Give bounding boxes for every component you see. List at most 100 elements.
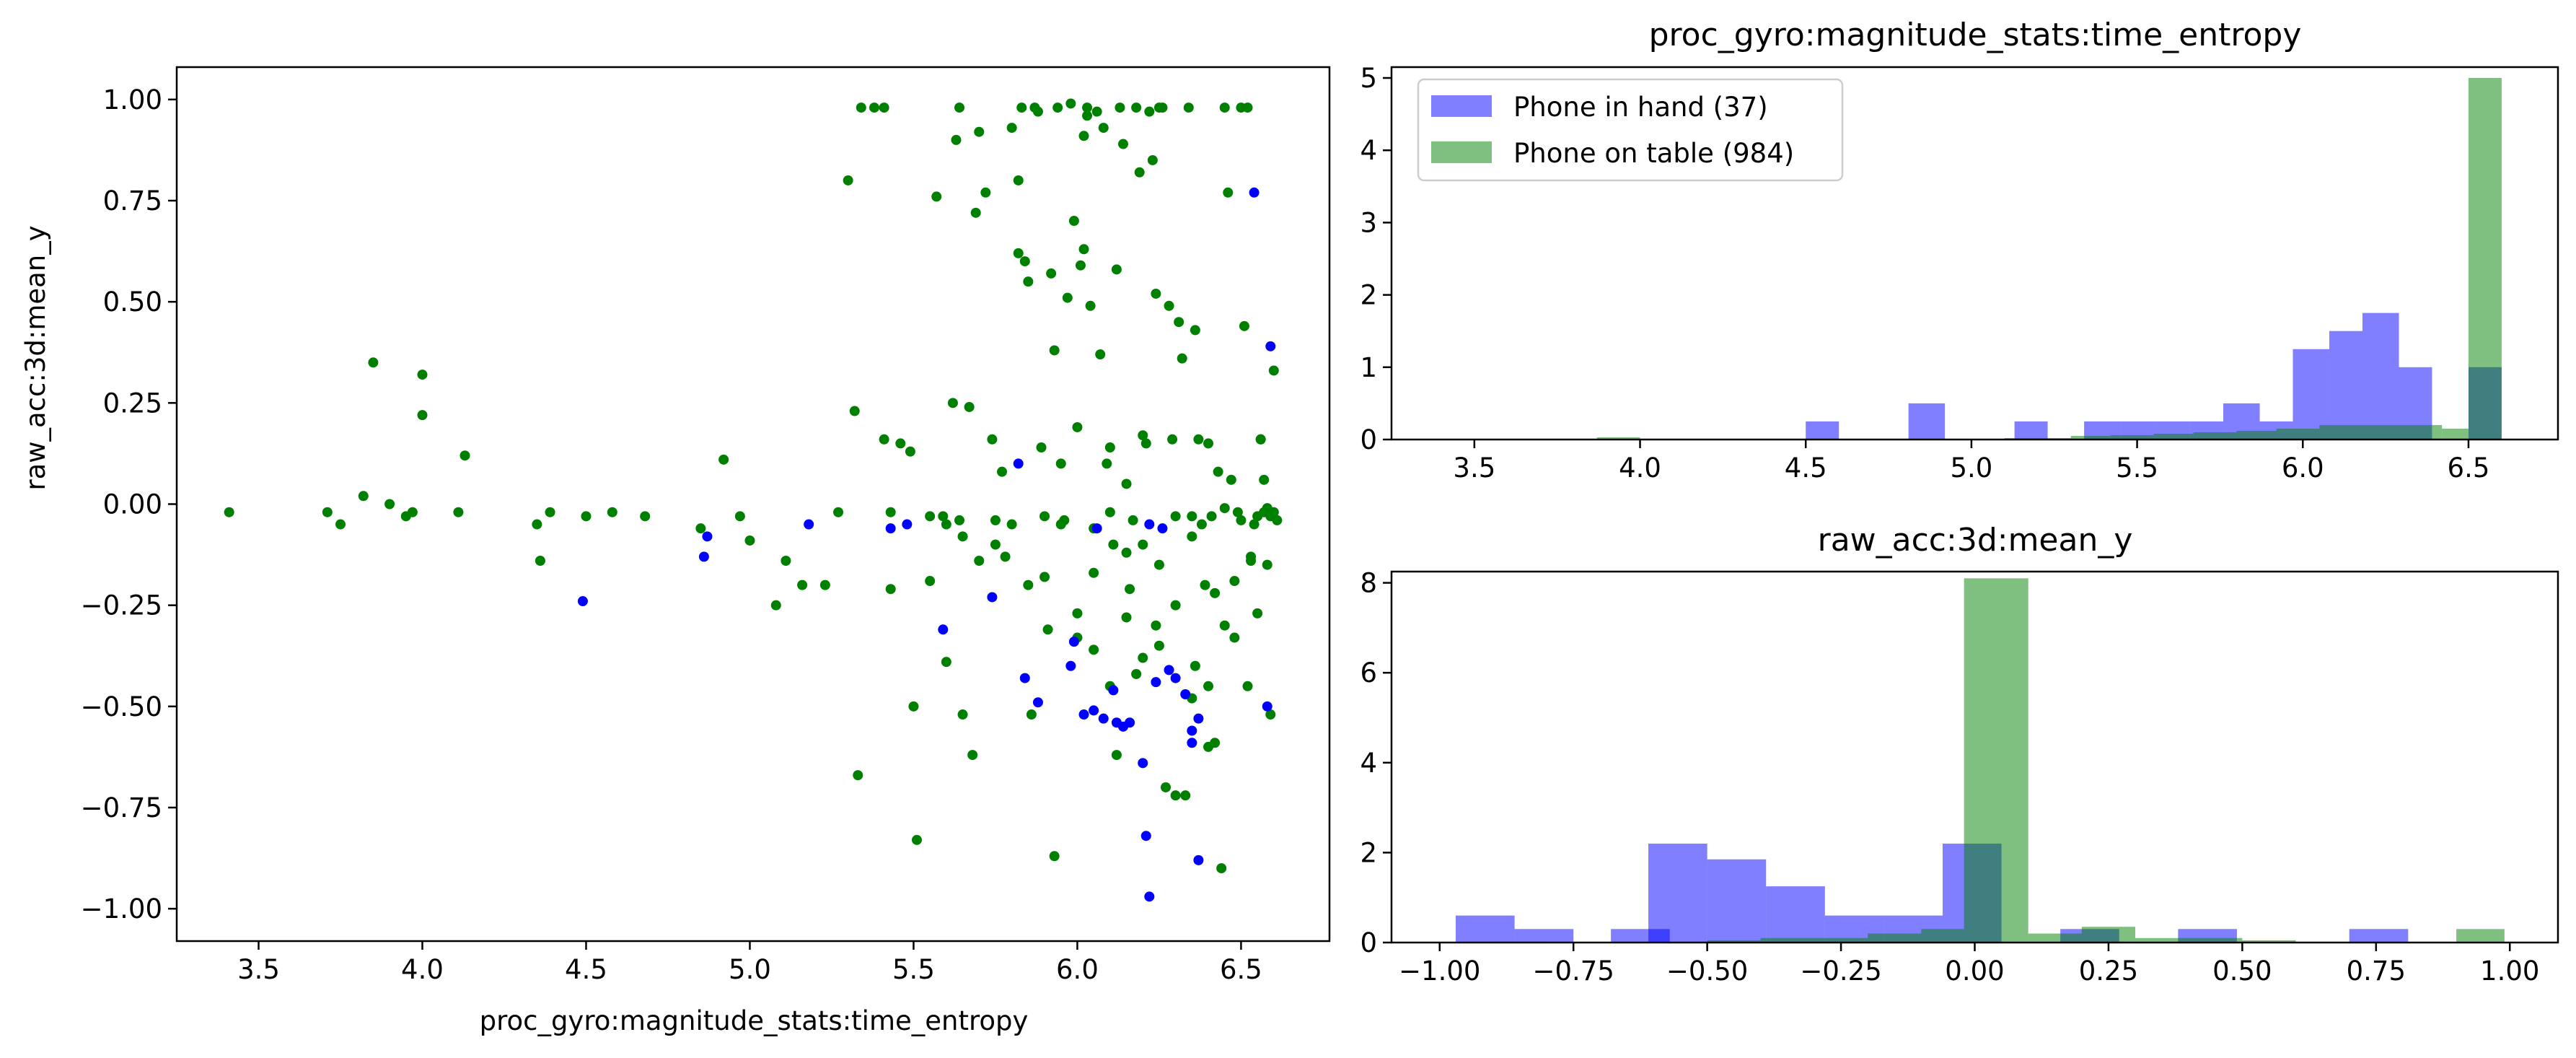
scatter-point-table [1167,434,1178,445]
scatter-point-table [1023,276,1034,287]
scatter-point-table [1131,668,1142,679]
histogram-time-entropy-bar-table [2110,434,2154,440]
histogram-mean-y-bar-hand [1456,915,1515,943]
histogram-mean-y-frame [1390,570,2559,944]
scatter-point-table [607,507,617,517]
scatter-point-table [1072,421,1083,432]
scatter-point-table [990,539,1001,550]
scatter-point-table [1206,511,1217,522]
scatter-point-table [1203,438,1214,449]
scatter-point-table [1134,167,1145,178]
scatter-x-ticks: 3.5 4.0 4.5 5.0 5.5 6.0 6.5 [237,941,1262,985]
scatter-point-hand [1249,187,1260,198]
scatter-point-table [1157,102,1168,113]
scatter-point-table [1036,442,1047,453]
scatter-point-table [1252,511,1263,522]
scatter-point-table [417,370,428,380]
scatter-point-table [1111,750,1122,761]
scatter-point-table [941,519,951,530]
scatter-point-table [1229,576,1240,587]
scatter-point-table [1239,320,1249,331]
scatter-point-hand [1108,685,1119,696]
scatter-point-table [368,357,379,368]
scatter-point-table [911,834,922,845]
scatter-point-table [1062,292,1073,303]
histogram-time-entropy-bar-table [1596,437,1640,440]
scatter-point-table [453,507,464,517]
histogram-time-entropy-y-tick-label: 3 [1360,207,1377,238]
scatter-point-table [718,454,729,465]
scatter-point-table [1265,709,1276,720]
scatter-point-table [1082,110,1093,121]
scatter-point-table [1068,216,1079,227]
histogram-time-entropy-x-tick-label: 5.5 [2116,453,2158,484]
scatter-y-tick-label: −0.75 [81,792,162,823]
scatter-point-hand [1065,660,1076,671]
scatter-point-hand [698,551,709,562]
scatter-y-tick-label: 1.00 [103,84,162,115]
scatter-point-table [535,555,545,566]
scatter-point-table [1006,519,1017,530]
scatter-point-table [1108,539,1119,550]
histogram-time-entropy-bar-table [2193,432,2237,440]
scatter-point-hand [1193,713,1204,724]
legend-label-hand: Phone in hand (37) [1513,92,1768,123]
scatter-point-table [964,401,975,412]
scatter-point-table [1164,300,1174,311]
scatter-y-tick-label: 0.75 [103,185,162,217]
scatter-point-hand [1111,717,1122,728]
scatter-x-tick-label: 4.5 [565,954,607,985]
legend: Phone in hand (37) Phone on table (984) [1417,78,1844,182]
scatter-point-table [1089,567,1099,578]
scatter-point-table [879,434,889,445]
scatter-point-table [335,519,346,530]
scatter-point-hand [1187,725,1197,736]
scatter-point-table [1196,519,1207,530]
scatter-point-table [856,102,866,113]
scatter-y-tick-label: −0.50 [81,691,162,722]
scatter-point-table [1187,531,1197,542]
scatter-point-table [987,434,998,445]
scatter-y-axis-label: raw_acc:3d:mean_y [20,225,51,490]
scatter-point-hand [1140,831,1151,841]
scatter-point-table [1153,640,1164,651]
scatter-point-hand [1078,709,1089,720]
legend-swatch-hand [1431,95,1492,117]
scatter-point-table [1232,507,1243,517]
scatter-point-table [460,450,470,461]
histogram-time-entropy-x-tick-label: 4.0 [1619,453,1661,484]
histogram-time-entropy-x-tick-label: 4.5 [1785,453,1827,484]
histogram-mean-y-bar-table [2242,940,2296,943]
legend-label-table: Phone on table (984) [1513,138,1794,169]
scatter-point-hand [1164,665,1174,676]
histogram-mean-y-bar-table [2028,933,2082,943]
histogram-time-entropy-bar-table [2070,435,2111,440]
scatter-point-hand [1265,341,1276,351]
scatter-point-hand [1193,854,1204,865]
histogram-mean-y-bars [1456,578,2505,943]
scatter-point-table [885,584,896,595]
scatter-point-table [833,507,844,517]
histogram-time-entropy-bar-hand [2293,349,2330,440]
scatter-point-table [417,410,428,421]
scatter-point-table [1229,632,1240,643]
histogram-mean-y-x-tick-label: 0.50 [2212,956,2272,987]
scatter-x-tick-label: 6.5 [1220,954,1262,985]
histogram-time-entropy-y-tick-label: 0 [1360,424,1377,455]
scatter-y-ticks: 1.00 0.75 0.50 0.25 0.00 −0.25 −0.50 −0.75 −1.00 [81,84,177,924]
scatter-point-table [908,701,919,712]
histogram-mean-y-bar-table [1760,937,1814,943]
scatter-point-table [532,519,542,530]
scatter-point-table [951,134,962,145]
scatter-point-hand [885,523,896,534]
scatter-point-table [1242,681,1253,691]
scatter-point-table [1226,474,1236,485]
scatter-point-table [1055,519,1066,530]
histogram-time-entropy-title: proc_gyro:magnitude_stats:time_entropy [1649,17,2302,53]
scatter-point-table [1032,106,1043,117]
scatter-point-table [1151,288,1161,299]
histogram-time-entropy-bar-hand [2362,312,2399,440]
scatter-point-hand [1138,758,1148,769]
scatter-x-tick-label: 6.0 [1056,954,1099,985]
scatter-point-table [384,499,395,510]
